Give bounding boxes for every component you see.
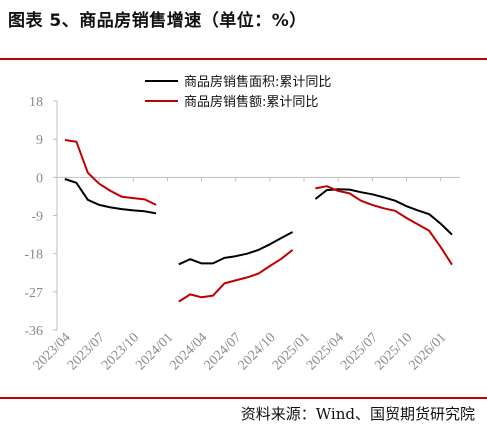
x-tick-label: 2025/01 [270,330,313,373]
series-line-2 [64,139,453,303]
x-tick-label: 2024/01 [133,330,176,373]
x-tick-label: 2026/01 [406,330,449,373]
y-tick-label: 0 [36,171,43,186]
series-line-1 [64,178,453,266]
y-tick-label: -18 [24,248,43,263]
x-tick-label: 2024/07 [202,330,245,373]
legend-label-2: 商品房销售额:累计同比 [184,94,318,110]
y-tick-label: -36 [24,324,43,339]
top-divider [0,58,487,60]
y-tick-label: -9 [31,210,43,225]
x-tick-label: 2024/04 [167,330,210,373]
source-note: 资料来源：Wind、国贸期货研究院 [240,405,475,423]
x-tick-label: 2023/07 [65,330,108,373]
x-tick-label: 2025/04 [304,330,347,373]
x-tick-label: 2024/10 [236,330,279,373]
chart-title: 图表 5、商品房销售增速（单位：%） [8,11,307,31]
bottom-divider [0,397,487,399]
legend-label-1: 商品房销售面积:累计同比 [184,74,331,90]
x-tick-label: 2025/10 [372,330,415,373]
y-tick-label: 18 [29,95,43,110]
y-tick-label: 9 [36,133,43,148]
y-tick-label: -27 [24,286,43,301]
x-tick-label: 2025/07 [338,330,381,373]
x-tick-label: 2023/10 [99,330,142,373]
